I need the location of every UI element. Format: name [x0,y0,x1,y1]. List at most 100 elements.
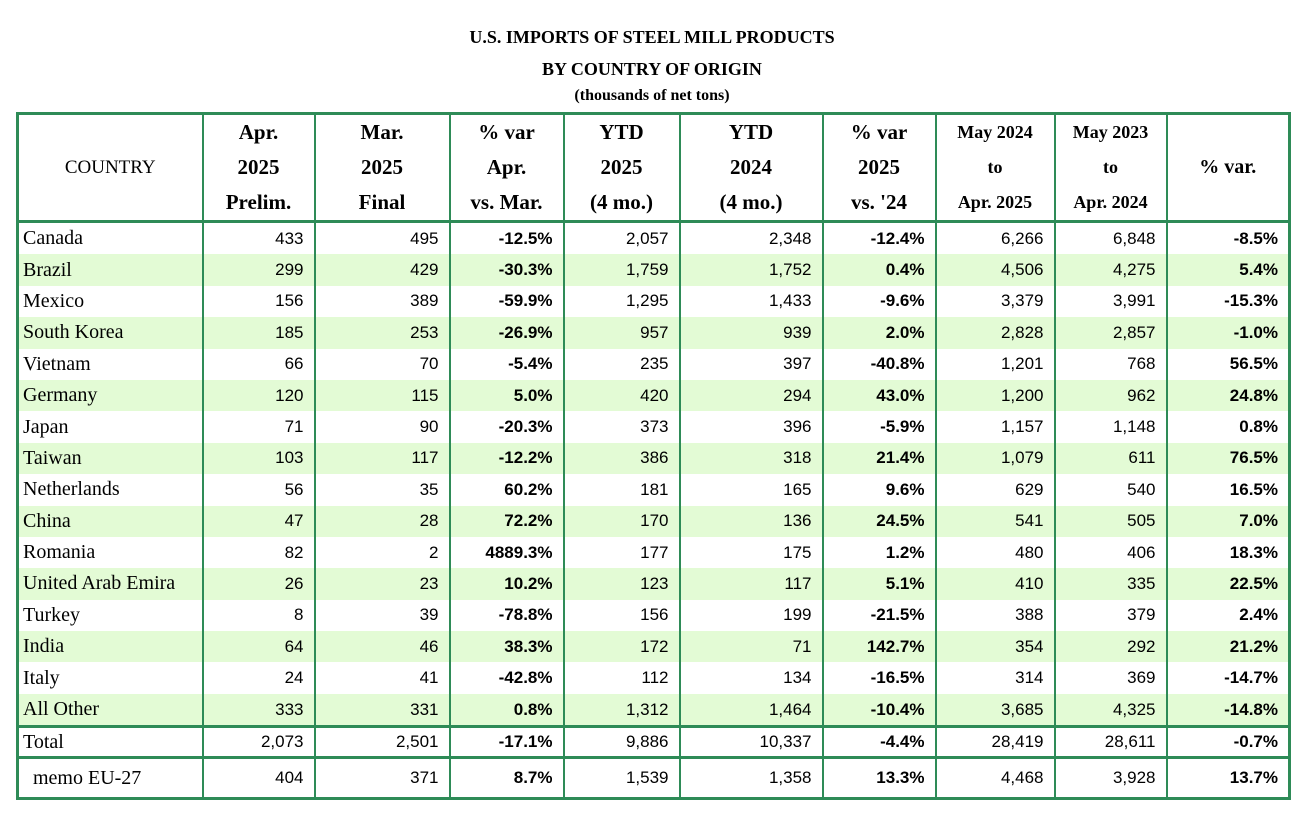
cell-pct-var-annual: 22.5% [1166,568,1290,600]
cell-pct-var-annual: -1.0% [1166,317,1290,349]
cell-apr-2025: 66 [202,348,316,380]
cell-pct-var-ytd: 9.6% [822,474,937,506]
cell-country: Italy [17,662,204,694]
cell-mar-2025: 2,501 [314,725,451,758]
cell-apr-2025: 103 [202,442,316,475]
cell-pct-var-apr-mar: -26.9% [449,317,565,349]
cell-ytd-2025: 123 [563,568,681,600]
cell-may23-apr24: 1,148 [1054,411,1168,443]
table-row: Italy 24 41 -42.8% 112 134 -16.5% 314 369 -14.7% [17,662,1290,694]
cell-ytd-2025: 1,539 [563,756,681,799]
cell-mar-2025: 429 [314,254,451,286]
cell-pct-var-annual: -8.5% [1233,228,1278,248]
cell-pct-var-annual: 5.4% [1166,254,1290,286]
cell-may24-apr25: 1,079 [935,442,1056,475]
cell-mar-2025: 41 [314,662,451,694]
cell-ytd-2024: 1,358 [679,756,824,799]
cell-pct-var-apr-mar: -78.8% [449,599,565,632]
cell-may23-apr24: 611 [1054,442,1168,475]
cell-ytd-2025: 181 [563,474,681,506]
cell-pct-var-apr-mar: 0.8% [449,693,565,727]
cell-ytd-2024: 10,337 [679,725,824,758]
table-row: United Arab Emira 26 23 10.2% 123 117 5.1% 410 3… [17,568,1290,600]
header-ytd-2024: YTD 2024 (4 mo.) [679,113,824,223]
cell-pct-var-apr-mar: 60.2% [449,474,565,506]
cell-mar-2025: 115 [314,379,451,412]
table-row: Vietnam 66 70 -5.4% 235 397 -40.8% 1,201 768 56.5… [17,348,1290,380]
cell-may24-apr25: 480 [935,536,1056,569]
cell-may23-apr24: 768 [1054,348,1168,380]
cell-may23-apr24: 2,857 [1054,317,1168,349]
header-ytd-2025: YTD 2025 (4 mo.) [563,113,681,223]
cell-country: United Arab Emira [17,568,204,600]
table-row: China 47 28 72.2% 170 136 24.5% 541 505 7.0% [17,505,1290,537]
cell-pct-var-apr-mar: -5.4% [449,348,565,380]
cell-pct-var-annual: 0.8% [1239,417,1278,437]
table-row: Brazil 299 429 -30.3% 1,759 1,752 0.4% 4,506 4,2… [17,254,1290,286]
cell-may23-apr24: 28,611 [1054,725,1168,758]
cell-pct-var-annual: -0.7% [1166,725,1290,758]
cell-ytd-2025: 172 [563,631,681,663]
cell-pct-var-ytd: 13.3% [822,756,937,799]
steel-imports-table: COUNTRY Apr. 2025 Prelim. Mar. 2025 Final % … [16,112,1291,801]
cell-ytd-2025: 1,312 [563,693,681,727]
cell-ytd-2025: 1,295 [563,285,681,318]
cell-mar-2025: 39 [314,599,451,632]
cell-ytd-2024: 294 [679,379,824,412]
cell-apr-2025: 299 [202,254,316,286]
cell-pct-var-apr-mar: -17.1% [449,725,565,758]
cell-mar-2025: 331 [314,693,451,727]
cell-pct-var-annual: -15.3% [1224,291,1278,311]
cell-may23-apr24: 4,325 [1054,693,1168,727]
cell-may23-apr24: 379 [1054,599,1168,632]
cell-mar-2025: 117 [314,442,451,475]
cell-country: memo EU-27 [17,756,204,799]
cell-pct-var-apr-mar: -20.3% [449,411,565,443]
cell-may24-apr25: 2,828 [935,317,1056,349]
cell-pct-var-apr-mar: 8.7% [449,756,565,799]
cell-pct-var-annual: 76.5% [1166,442,1290,475]
cell-mar-2025: 495 [314,221,451,255]
table-row: Germany 120 115 5.0% 420 294 43.0% 1,200 962 24.8… [17,379,1290,412]
cell-ytd-2025: 112 [563,662,681,694]
cell-pct-var-ytd: 1.2% [822,536,937,569]
header-apr-2025: Apr. 2025 Prelim. [202,113,316,223]
cell-may23-apr24: 335 [1054,568,1168,600]
table-row: Mexico 156 389 -59.9% 1,295 1,433 -9.6% 3,379 3,… [17,285,1290,318]
header-may23-apr24: May 2023 to Apr. 2024 [1054,113,1168,223]
cell-ytd-2025: 420 [563,379,681,412]
cell-may24-apr25: 1,200 [935,379,1056,412]
cell-ytd-2024: 71 [679,631,824,663]
cell-may23-apr24: 6,848 [1054,221,1168,255]
total-row: Total 2,073 2,501 -17.1% 9,886 10,337 -4.4% 28,… [17,725,1290,758]
cell-country: Mexico [17,285,204,318]
cell-may24-apr25: 1,157 [935,411,1056,443]
cell-pct-var-annual: 56.5% [1229,354,1278,374]
table-row: Japan 71 90 -20.3% 373 396 -5.9% 1,157 1,148 0.8% [17,411,1290,443]
cell-ytd-2024: 136 [679,505,824,537]
title-line-2: BY COUNTRY OF ORIGIN [542,59,762,79]
cell-ytd-2025: 9,886 [563,725,681,758]
cell-apr-2025: 120 [202,379,316,412]
cell-may24-apr25: 629 [935,474,1056,506]
cell-may24-apr25: 4,506 [935,254,1056,286]
cell-apr-2025: 26 [202,568,316,600]
cell-may23-apr24: 962 [1054,379,1168,412]
cell-ytd-2024: 939 [679,317,824,349]
cell-apr-2025: 333 [202,693,316,727]
cell-country: Canada [17,221,204,255]
cell-may24-apr25: 3,685 [935,693,1056,727]
cell-ytd-2025: 957 [563,317,681,349]
table-row: Taiwan 103 117 -12.2% 386 318 21.4% 1,079 611 76.… [17,442,1290,475]
cell-pct-var-apr-mar: 4889.3% [449,536,565,569]
cell-ytd-2024: 199 [679,599,824,632]
cell-may23-apr24: 292 [1054,631,1168,663]
cell-may24-apr25: 1,201 [935,348,1056,380]
table-row: Netherlands 56 35 60.2% 181 165 9.6% 629 540 16.5… [17,474,1290,506]
cell-pct-var-annual: 13.7% [1166,756,1290,799]
table-row: India 64 46 38.3% 172 71 142.7% 354 292 21.2% [17,631,1290,663]
cell-pct-var-ytd: -16.5% [822,662,937,694]
cell-ytd-2024: 397 [679,348,824,380]
cell-country: Netherlands [17,474,204,506]
cell-pct-var-apr-mar: 10.2% [449,568,565,600]
